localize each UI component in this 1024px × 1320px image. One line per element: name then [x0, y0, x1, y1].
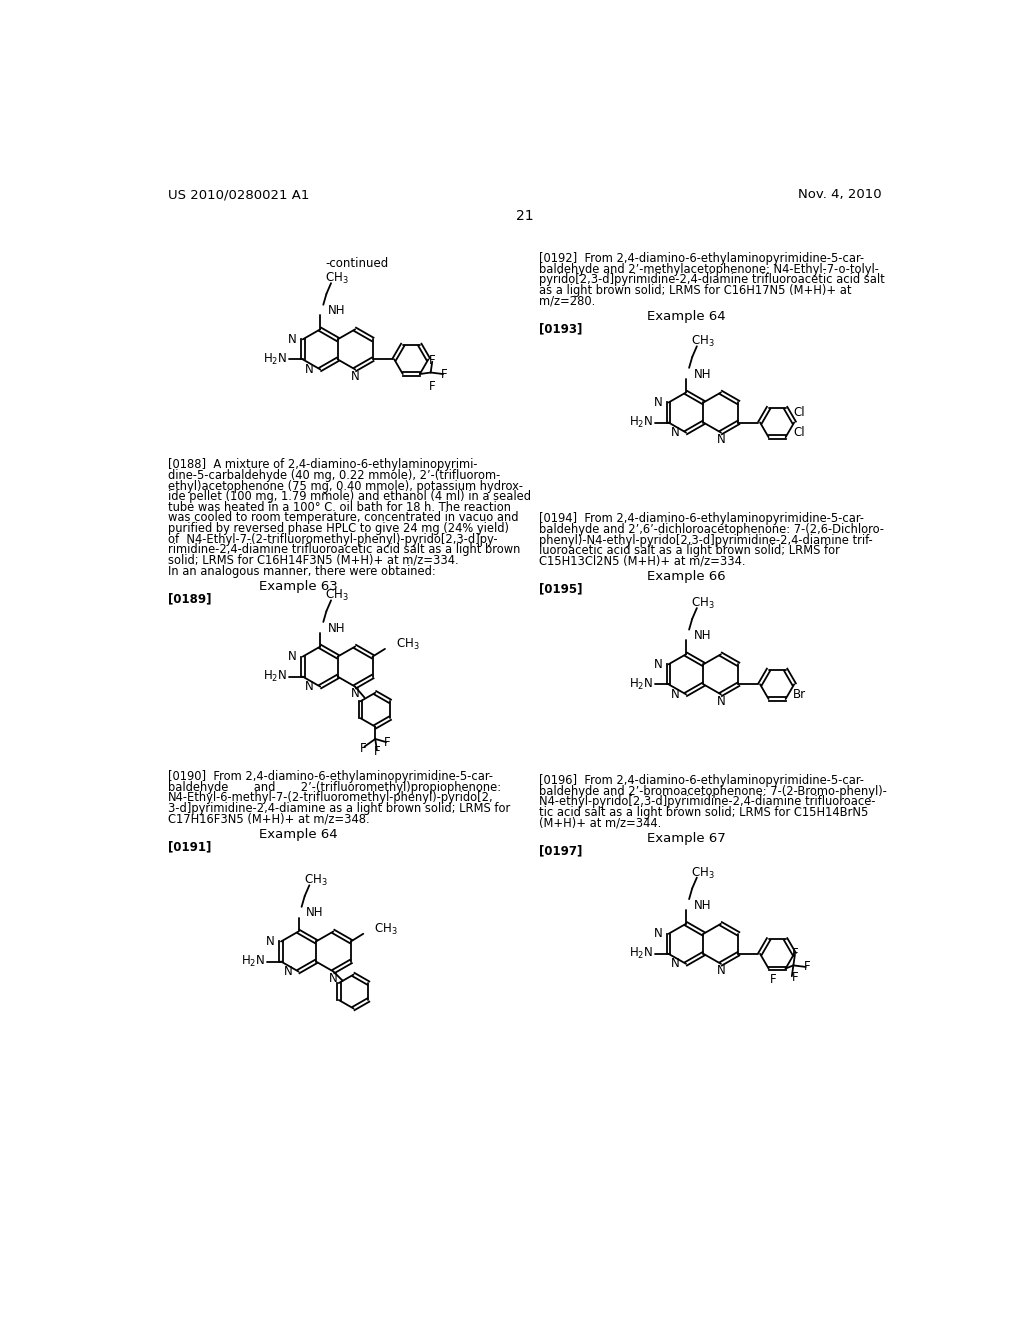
- Text: F: F: [770, 973, 776, 986]
- Text: H$_2$N: H$_2$N: [241, 954, 265, 969]
- Text: F: F: [429, 354, 435, 367]
- Text: NH: NH: [328, 622, 345, 635]
- Text: [0195]: [0195]: [539, 582, 583, 595]
- Text: luoroacetic acid salt as a light brown solid; LRMS for: luoroacetic acid salt as a light brown s…: [539, 544, 840, 557]
- Text: F: F: [429, 380, 435, 393]
- Text: F: F: [792, 946, 799, 960]
- Text: N: N: [653, 396, 663, 409]
- Text: F: F: [359, 742, 367, 755]
- Text: NH: NH: [693, 630, 712, 643]
- Text: Example 67: Example 67: [646, 832, 725, 845]
- Text: solid; LRMS for C16H14F3N5 (M+H)+ at m/z=334.: solid; LRMS for C16H14F3N5 (M+H)+ at m/z…: [168, 554, 459, 568]
- Text: N: N: [284, 965, 292, 978]
- Text: [0194]  From 2,4-diamino-6-ethylaminopyrimidine-5-car-: [0194] From 2,4-diamino-6-ethylaminopyri…: [539, 512, 864, 525]
- Text: purified by reversed phase HPLC to give 24 mg (24% yield): purified by reversed phase HPLC to give …: [168, 523, 509, 535]
- Text: In an analogous manner, there were obtained:: In an analogous manner, there were obtai…: [168, 565, 436, 578]
- Text: [0190]  From 2,4-diamino-6-ethylaminopyrimidine-5-car-: [0190] From 2,4-diamino-6-ethylaminopyri…: [168, 770, 494, 783]
- Text: dine-5-carbaldehyde (40 mg, 0.22 mmole), 2’-(trifluorom-: dine-5-carbaldehyde (40 mg, 0.22 mmole),…: [168, 469, 501, 482]
- Text: -continued: -continued: [326, 257, 389, 271]
- Text: N: N: [305, 363, 314, 376]
- Text: N: N: [351, 686, 359, 700]
- Text: N: N: [305, 680, 314, 693]
- Text: NH: NH: [693, 899, 712, 912]
- Text: (M+H)+ at m/z=344.: (M+H)+ at m/z=344.: [539, 817, 662, 829]
- Text: F: F: [441, 367, 447, 380]
- Text: F: F: [792, 972, 799, 985]
- Text: H$_2$N: H$_2$N: [263, 669, 287, 684]
- Text: CH$_3$: CH$_3$: [396, 636, 420, 652]
- Text: NH: NH: [328, 305, 345, 317]
- Text: Br: Br: [794, 688, 807, 701]
- Text: CH$_3$: CH$_3$: [691, 334, 715, 350]
- Text: Example 66: Example 66: [647, 570, 725, 583]
- Text: N: N: [717, 694, 725, 708]
- Text: CH$_3$: CH$_3$: [326, 271, 349, 286]
- Text: N: N: [671, 957, 680, 970]
- Text: CH$_3$: CH$_3$: [326, 589, 349, 603]
- Text: H$_2$N: H$_2$N: [629, 946, 652, 961]
- Text: [0192]  From 2,4-diamino-6-ethylaminopyrimidine-5-car-: [0192] From 2,4-diamino-6-ethylaminopyri…: [539, 252, 864, 265]
- Text: baldehyde and 2’-bromoacetophenone: 7-(2-Bromo-phenyl)-: baldehyde and 2’-bromoacetophenone: 7-(2…: [539, 784, 887, 797]
- Text: H$_2$N: H$_2$N: [263, 352, 287, 367]
- Text: 3-d]pyrimidine-2,4-diamine as a light brown solid; LRMS for: 3-d]pyrimidine-2,4-diamine as a light br…: [168, 803, 511, 814]
- Text: CH$_3$: CH$_3$: [374, 921, 397, 937]
- Text: 21: 21: [516, 209, 534, 223]
- Text: Cl: Cl: [794, 426, 805, 440]
- Text: ethyl)acetophenone (75 mg, 0.40 mmole), potassium hydrox-: ethyl)acetophenone (75 mg, 0.40 mmole), …: [168, 479, 523, 492]
- Text: N: N: [717, 964, 725, 977]
- Text: pyrido[2,3-d]pyrimidine-2,4-diamine trifluoroacetic acid salt: pyrido[2,3-d]pyrimidine-2,4-diamine trif…: [539, 273, 885, 286]
- Text: N: N: [653, 657, 663, 671]
- Text: [0191]: [0191]: [168, 841, 212, 853]
- Text: [0197]: [0197]: [539, 843, 582, 857]
- Text: NH: NH: [693, 367, 712, 380]
- Text: as a light brown solid; LRMS for C16H17N5 (M+H)+ at: as a light brown solid; LRMS for C16H17N…: [539, 284, 851, 297]
- Text: Nov. 4, 2010: Nov. 4, 2010: [798, 187, 882, 201]
- Text: F: F: [804, 961, 811, 973]
- Text: rimidine-2,4-diamine trifluoroacetic acid salt as a light brown: rimidine-2,4-diamine trifluoroacetic aci…: [168, 544, 520, 556]
- Text: H$_2$N: H$_2$N: [629, 414, 652, 430]
- Text: [0193]: [0193]: [539, 322, 582, 335]
- Text: C15H13Cl2N5 (M+H)+ at m/z=334.: C15H13Cl2N5 (M+H)+ at m/z=334.: [539, 554, 745, 568]
- Text: N: N: [329, 972, 338, 985]
- Text: N: N: [717, 433, 725, 446]
- Text: N: N: [266, 935, 274, 948]
- Text: [0189]: [0189]: [168, 593, 212, 605]
- Text: N: N: [671, 688, 680, 701]
- Text: NH: NH: [306, 907, 324, 920]
- Text: N: N: [288, 649, 297, 663]
- Text: baldehyde       and       2’-(trifluoromethyl)propiophenone:: baldehyde and 2’-(trifluoromethyl)propio…: [168, 781, 502, 793]
- Text: N: N: [351, 370, 359, 383]
- Text: baldehyde and 2’,6’-dichloroacetophenone: 7-(2,6-Dichloro-: baldehyde and 2’,6’-dichloroacetophenone…: [539, 523, 884, 536]
- Text: C17H16F3N5 (M+H)+ at m/z=348.: C17H16F3N5 (M+H)+ at m/z=348.: [168, 813, 370, 826]
- Text: was cooled to room temperature, concentrated in vacuo and: was cooled to room temperature, concentr…: [168, 511, 519, 524]
- Text: baldehyde and 2’-methylacetophenone: N4-Ethyl-7-o-tolyl-: baldehyde and 2’-methylacetophenone: N4-…: [539, 263, 879, 276]
- Text: CH$_3$: CH$_3$: [691, 866, 715, 880]
- Text: tic acid salt as a light brown solid; LRMS for C15H14BrN5: tic acid salt as a light brown solid; LR…: [539, 807, 868, 818]
- Text: N: N: [288, 333, 297, 346]
- Text: [0188]  A mixture of 2,4-diamino-6-ethylaminopyrimi-: [0188] A mixture of 2,4-diamino-6-ethyla…: [168, 458, 478, 471]
- Text: [0196]  From 2,4-diamino-6-ethylaminopyrimidine-5-car-: [0196] From 2,4-diamino-6-ethylaminopyri…: [539, 774, 864, 787]
- Text: N: N: [653, 927, 663, 940]
- Text: N4-Ethyl-6-methyl-7-(2-trifluoromethyl-phenyl)-pyrido[2,: N4-Ethyl-6-methyl-7-(2-trifluoromethyl-p…: [168, 792, 494, 804]
- Text: N: N: [671, 426, 680, 440]
- Text: tube was heated in a 100° C. oil bath for 18 h. The reaction: tube was heated in a 100° C. oil bath fo…: [168, 500, 511, 513]
- Text: H$_2$N: H$_2$N: [629, 677, 652, 692]
- Text: CH$_3$: CH$_3$: [304, 873, 328, 888]
- Text: Example 64: Example 64: [259, 828, 338, 841]
- Text: US 2010/0280021 A1: US 2010/0280021 A1: [168, 187, 309, 201]
- Text: N4-ethyl-pyrido[2,3-d]pyrimidine-2,4-diamine trifluoroace-: N4-ethyl-pyrido[2,3-d]pyrimidine-2,4-dia…: [539, 796, 876, 808]
- Text: Example 64: Example 64: [647, 310, 725, 323]
- Text: of  N4-Ethyl-7-(2-trifluoromethyl-phenyl)-pyrido[2,3-d]py-: of N4-Ethyl-7-(2-trifluoromethyl-phenyl)…: [168, 533, 498, 545]
- Text: phenyl)-N4-ethyl-pyrido[2,3-d]pyrimidine-2,4-diamine trif-: phenyl)-N4-ethyl-pyrido[2,3-d]pyrimidine…: [539, 533, 872, 546]
- Text: Example 63: Example 63: [259, 579, 338, 593]
- Text: F: F: [384, 735, 391, 748]
- Text: m/z=280.: m/z=280.: [539, 294, 595, 308]
- Text: Cl: Cl: [794, 407, 805, 418]
- Text: F: F: [374, 744, 380, 758]
- Text: ide pellet (100 mg, 1.79 mmole) and ethanol (4 ml) in a sealed: ide pellet (100 mg, 1.79 mmole) and etha…: [168, 490, 531, 503]
- Text: CH$_3$: CH$_3$: [691, 595, 715, 611]
